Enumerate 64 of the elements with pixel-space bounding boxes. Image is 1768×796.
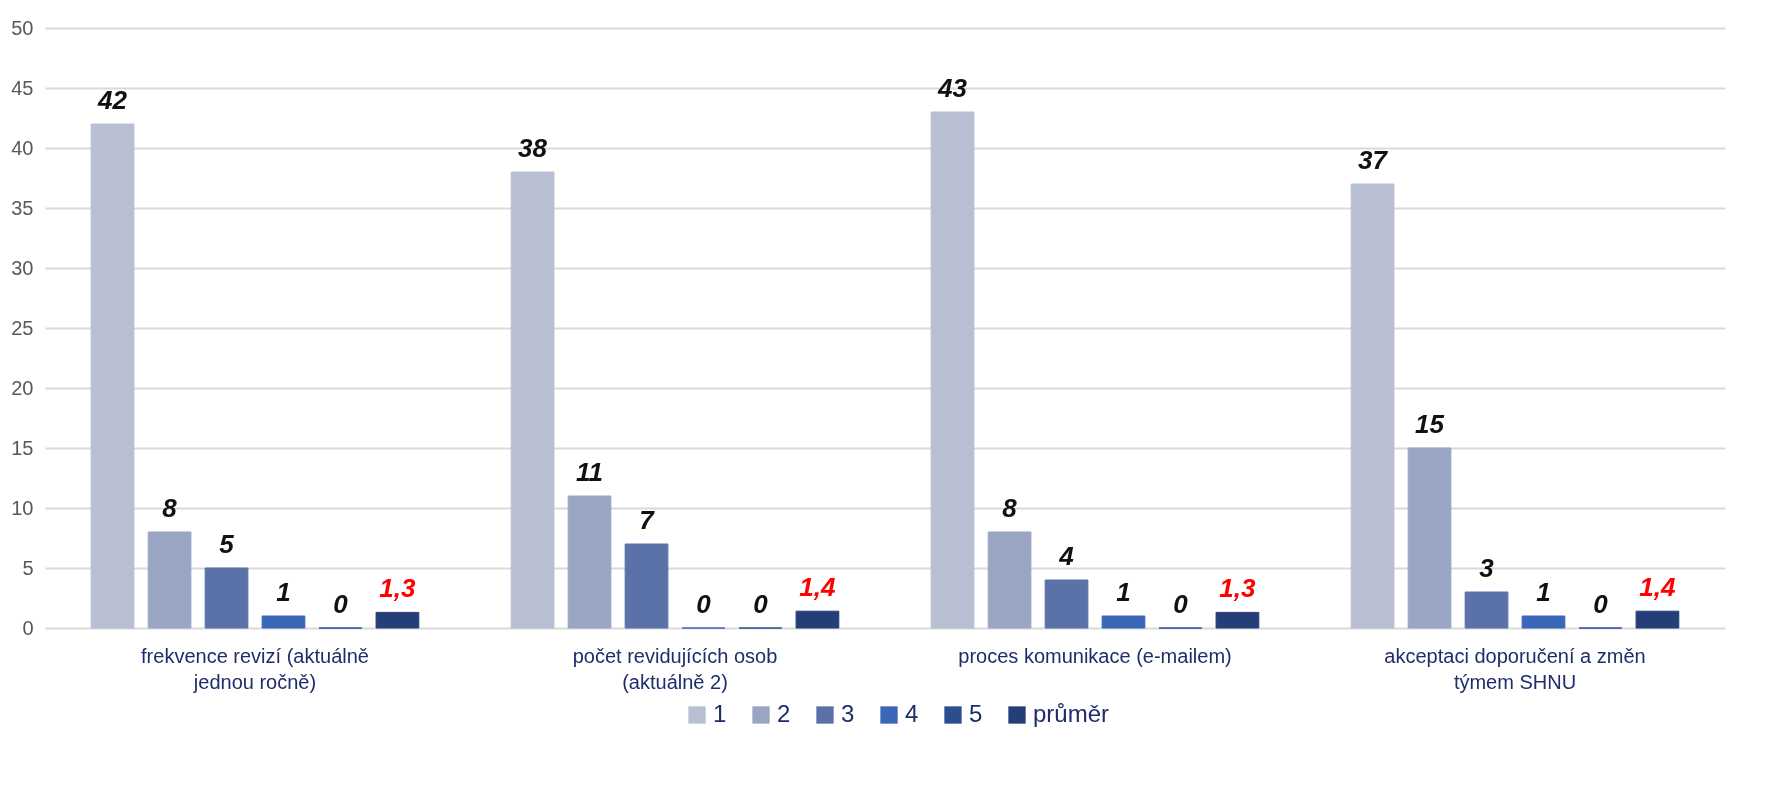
data-label: 0 [696, 589, 712, 619]
bar [624, 543, 669, 629]
data-label: 1 [276, 577, 291, 607]
data-label: 1,3 [1219, 573, 1257, 604]
data-label: 0 [333, 589, 349, 619]
data-label: 1 [1116, 577, 1131, 607]
data-label: 43 [937, 73, 968, 103]
data-label: 37 [1358, 145, 1389, 175]
bar [1101, 615, 1146, 629]
data-label: 38 [518, 133, 548, 163]
y-tick-label: 15 [11, 436, 34, 459]
legend-label: 5 [969, 700, 983, 727]
bar [375, 611, 420, 629]
legend-label: 1 [713, 700, 727, 727]
data-label: 3 [1479, 553, 1495, 583]
x-tick-label: akceptaci doporučení a změn týmem SHNU [1384, 644, 1646, 693]
x-tick-label: frekvence revizí (aktuálně jednou ročně) [141, 644, 369, 693]
data-label: 8 [1002, 493, 1018, 523]
data-label: 5 [219, 529, 235, 559]
data-label: 1,4 [1639, 572, 1677, 603]
bar [1521, 615, 1566, 629]
data-label: 11 [576, 457, 604, 487]
y-tick-label: 35 [11, 196, 34, 219]
legend-label: 4 [905, 700, 919, 727]
data-label: 7 [639, 505, 656, 535]
legend-label: 3 [841, 700, 855, 727]
x-tick-label: proces komunikace (e-mailem) [958, 644, 1232, 667]
y-tick-label: 40 [11, 136, 34, 159]
bar [1044, 579, 1089, 629]
bar [1350, 183, 1395, 629]
y-tick-label: 0 [22, 616, 34, 639]
legend-label: 2 [777, 700, 791, 727]
data-label: 1,3 [379, 573, 417, 604]
y-tick-label: 10 [11, 496, 34, 519]
bar [930, 111, 975, 629]
x-tick-label: počet revidujících osob (aktuálně 2) [572, 644, 778, 693]
data-label: 1 [1536, 577, 1551, 607]
y-tick-label: 50 [11, 16, 34, 39]
data-label: 1,4 [799, 572, 837, 603]
data-label: 0 [753, 589, 769, 619]
bar [1464, 591, 1509, 629]
y-tick-label: 25 [11, 316, 34, 339]
bar [795, 610, 840, 629]
data-label: 0 [1593, 589, 1609, 619]
data-label: 0 [1173, 589, 1189, 619]
data-label: 4 [1058, 541, 1075, 571]
y-tick-label: 30 [11, 256, 34, 279]
legend-label: průměr [1033, 700, 1110, 727]
bar [510, 171, 555, 629]
bar [261, 615, 306, 629]
y-tick-label: 45 [11, 76, 34, 99]
y-tick-label: 20 [11, 376, 34, 399]
data-label: 15 [1415, 409, 1445, 439]
bar [204, 567, 249, 629]
bar [90, 123, 135, 629]
data-label: 42 [97, 85, 128, 115]
bar [1635, 610, 1680, 629]
bar [1215, 611, 1260, 629]
bar [1407, 447, 1452, 629]
bar [147, 531, 192, 629]
bar [567, 495, 612, 629]
data-label: 8 [162, 493, 178, 523]
y-tick-label: 5 [22, 556, 34, 579]
bar [987, 531, 1032, 629]
